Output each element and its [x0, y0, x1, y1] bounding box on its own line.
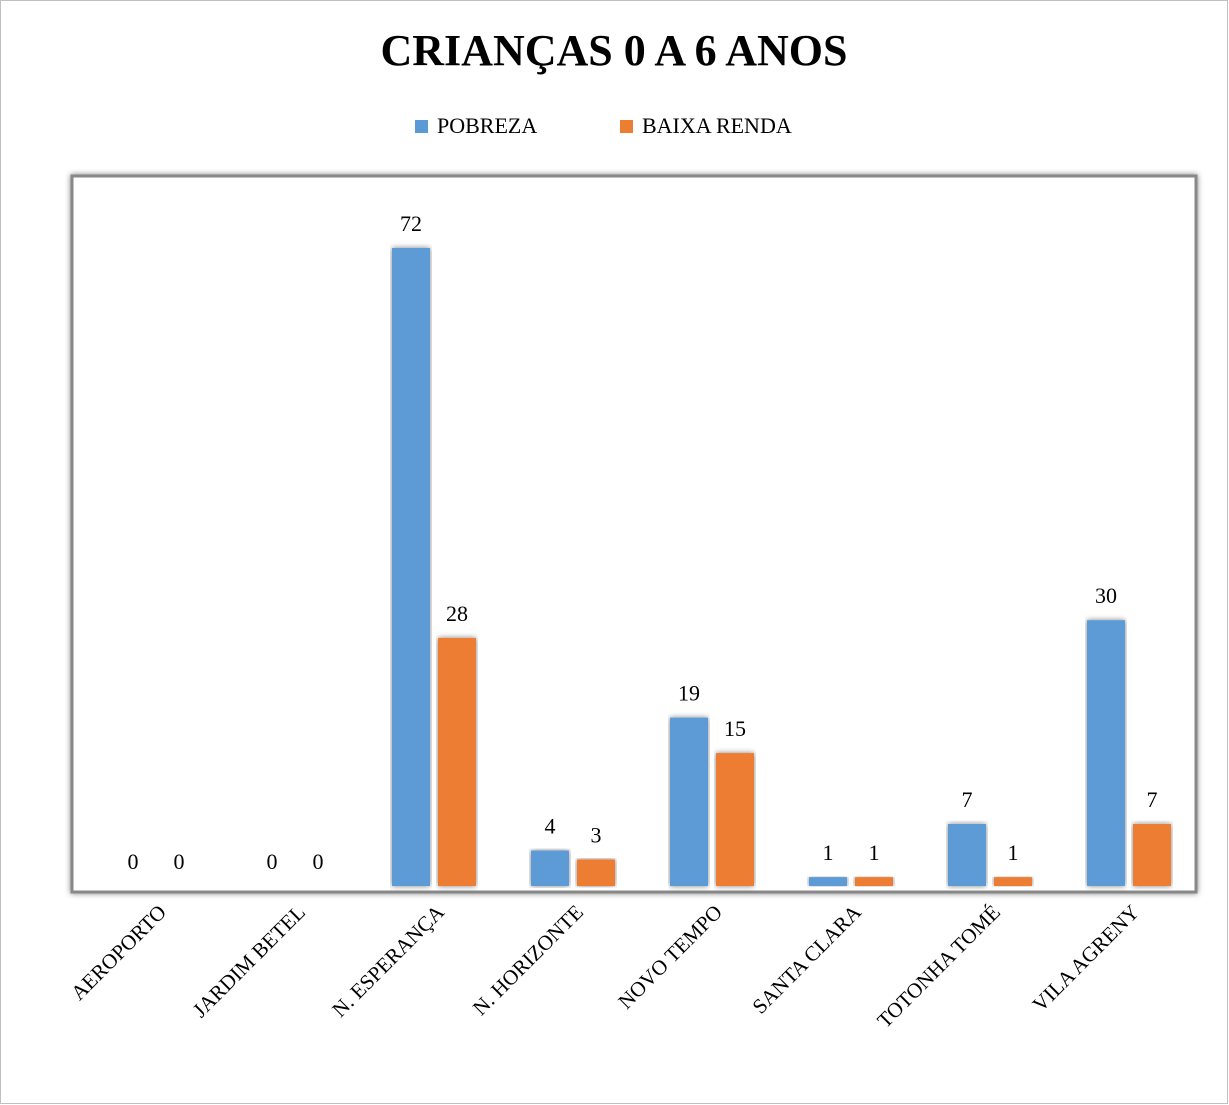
data-label: 30 [1095, 583, 1117, 608]
bar [855, 877, 893, 886]
data-label: 28 [446, 601, 468, 626]
data-label: 0 [174, 849, 185, 874]
bar [1087, 620, 1125, 886]
data-label: 1 [869, 840, 880, 865]
data-label: 1 [1008, 840, 1019, 865]
bar [531, 850, 569, 886]
legend-label: BAIXA RENDA [642, 113, 792, 138]
data-label: 4 [545, 814, 556, 839]
bar [577, 859, 615, 886]
bar [438, 637, 476, 886]
legend-swatch [620, 120, 633, 133]
data-label: 0 [128, 849, 139, 874]
bar [809, 877, 847, 886]
data-label: 0 [313, 849, 324, 874]
plot-area [70, 174, 1198, 894]
chart-title: CRIANÇAS 0 A 6 ANOS [381, 26, 848, 75]
legend: POBREZA BAIXA RENDA [415, 113, 792, 138]
data-label: 72 [400, 211, 422, 236]
legend-swatch [415, 120, 428, 133]
data-label: 15 [724, 716, 746, 741]
data-label: 3 [591, 822, 602, 847]
legend-label: POBREZA [437, 113, 537, 138]
data-label: 7 [962, 787, 973, 812]
bar [392, 248, 430, 886]
bar [948, 823, 986, 886]
data-label: 1 [823, 840, 834, 865]
bar [994, 877, 1032, 886]
data-label: 19 [678, 681, 700, 706]
bar [1133, 823, 1171, 886]
bar [716, 753, 754, 886]
data-label: 7 [1147, 787, 1158, 812]
bar [670, 717, 708, 886]
data-label: 0 [267, 849, 278, 874]
